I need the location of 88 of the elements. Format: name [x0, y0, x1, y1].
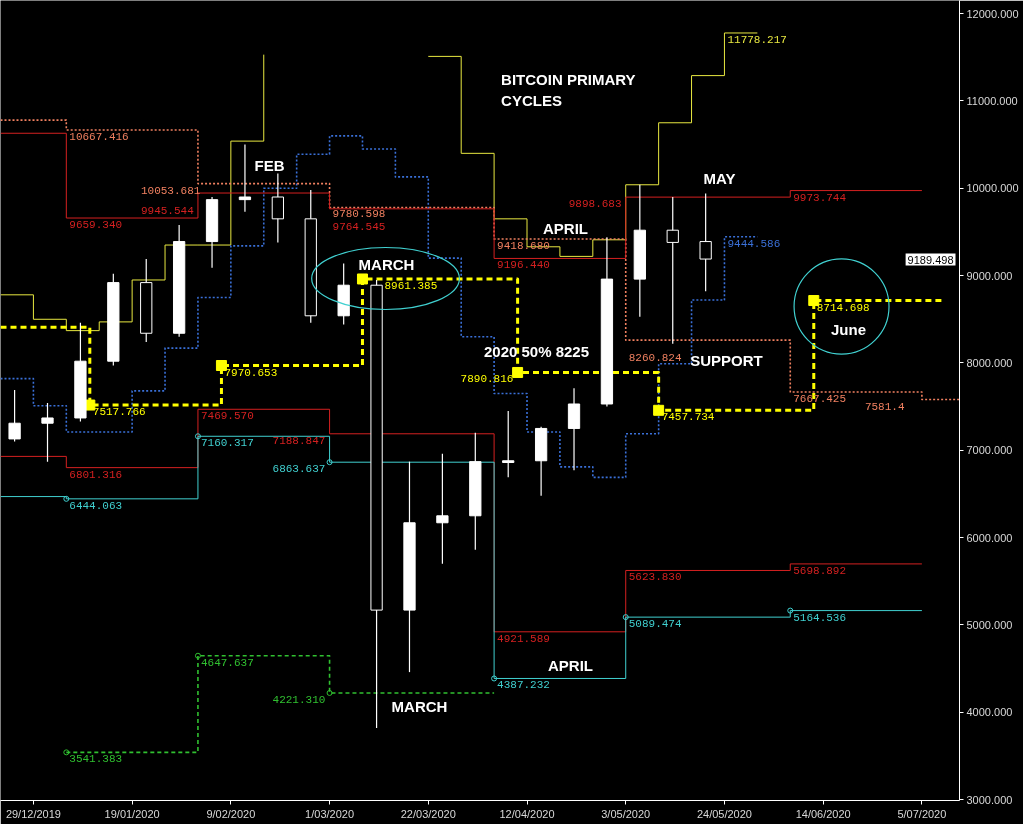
- data-label: 5089.474: [628, 618, 682, 631]
- y-tick-label: 5000.000: [966, 618, 1013, 631]
- point: [215, 360, 227, 372]
- data-label: 9973.744: [793, 191, 847, 204]
- candlestick: [699, 192, 712, 292]
- x-tick-label: 3/05/2020: [601, 807, 651, 820]
- data-label: 9764.545: [332, 220, 386, 233]
- data-label: 9196.440: [497, 259, 550, 272]
- x-tick-label: 12/04/2020: [499, 807, 555, 820]
- data-label: 9659.340: [69, 219, 123, 232]
- data-label: 9780.598: [332, 208, 386, 221]
- x-tick-label: 24/05/2020: [696, 807, 752, 820]
- candlestick: [271, 172, 284, 244]
- point: [63, 749, 70, 756]
- data-label: 8961.385: [384, 279, 438, 292]
- annotation: MAY: [703, 170, 736, 187]
- candlestick: [436, 453, 449, 565]
- point: [622, 614, 629, 621]
- annotation: 2020 50% 8225: [483, 343, 590, 360]
- data-label: 7160.317: [200, 437, 254, 450]
- y-tick-label: 11000.000: [966, 94, 1018, 107]
- annotation: SUPPORT: [690, 352, 763, 369]
- data-label: 5698.892: [793, 564, 847, 577]
- point: [491, 675, 498, 682]
- annotation: APRIL: [543, 220, 588, 237]
- candlestick: [41, 402, 54, 463]
- annotation: June: [831, 321, 867, 338]
- y-tick-label: 10000.000: [966, 182, 1019, 195]
- data-label: 10053.681: [140, 184, 201, 197]
- x-tick-label: 1/03/2020: [305, 807, 355, 820]
- point: [194, 433, 201, 440]
- data-label: 8714.698: [816, 301, 870, 314]
- data-label: 9444.586: [727, 237, 781, 250]
- x-tick-label: 19/01/2020: [104, 807, 160, 820]
- candlestick: [666, 196, 679, 345]
- candlestick: [8, 389, 21, 443]
- data-label: 7890.816: [460, 373, 514, 386]
- x-tick-label: 14/06/2020: [795, 807, 851, 820]
- data-label: 9898.683: [568, 198, 622, 211]
- data-label: 7457.734: [661, 411, 715, 424]
- point: [326, 459, 333, 466]
- data-label: 7970.653: [224, 366, 278, 379]
- candlestick: [502, 410, 515, 478]
- data-label: 7469.570: [200, 410, 254, 423]
- y-tick-label: 3000.000: [966, 793, 1013, 806]
- data-label: 9418.680: [497, 240, 550, 253]
- point: [653, 404, 665, 416]
- data-label: 7581.4: [864, 400, 905, 413]
- data-label: 8260.824: [628, 352, 682, 365]
- data-label: 9945.544: [140, 205, 195, 218]
- point: [512, 366, 524, 378]
- data-label: 11778.217: [727, 33, 787, 46]
- x-tick-label: 29/12/2019: [5, 807, 61, 820]
- data-label: 4921.589: [497, 632, 550, 645]
- data-label: 6444.063: [69, 499, 123, 512]
- y-tick-label: 6000.000: [966, 531, 1013, 544]
- point: [63, 495, 70, 502]
- annotation: MARCH: [391, 698, 448, 715]
- text: BITCOIN PRIMARY CYCLES: [501, 70, 636, 110]
- data-label: 3541.383: [69, 753, 123, 766]
- candlestick: [238, 144, 252, 213]
- data-label: 5623.830: [628, 571, 682, 584]
- point: [326, 689, 333, 696]
- x-tick-label: 5/07/2020: [897, 807, 947, 820]
- annotation: 9189.498: [907, 253, 954, 266]
- x-tick-label: 22/03/2020: [400, 807, 456, 820]
- point: [787, 607, 794, 614]
- data-label: 5164.536: [793, 611, 847, 624]
- data-label: 6863.637: [272, 463, 326, 476]
- data-label: 7188.847: [272, 434, 326, 447]
- y-tick-label: 7000.000: [966, 444, 1013, 457]
- data-label: 7667.425: [793, 392, 847, 405]
- data-label: 7517.766: [92, 406, 146, 419]
- annotation: MARCH: [358, 256, 415, 273]
- y-tick-label: 9000.000: [966, 269, 1013, 282]
- x-tick-label: 9/02/2020: [206, 807, 256, 820]
- point: [194, 652, 201, 659]
- annotation: APRIL: [548, 657, 593, 674]
- data-label: 6801.316: [69, 468, 123, 481]
- y-tick-label: 12000.000: [966, 7, 1019, 20]
- data-label: 4387.232: [497, 679, 550, 692]
- data-label: 4221.310: [272, 693, 326, 706]
- annotation: FEB: [254, 157, 285, 174]
- y-tick-label: 4000.000: [966, 706, 1013, 719]
- point: [356, 273, 368, 285]
- data-label: 10667.416: [69, 130, 129, 143]
- y-tick-label: 8000.000: [966, 356, 1013, 369]
- data-label: 4647.637: [200, 656, 254, 669]
